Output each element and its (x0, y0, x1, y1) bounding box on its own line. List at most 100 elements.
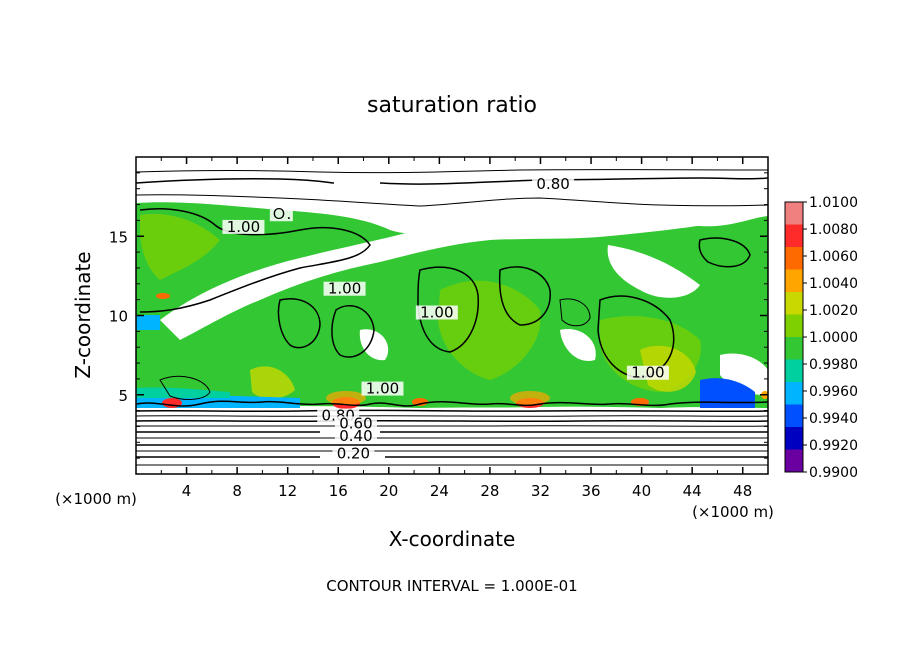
contour-line (136, 419, 768, 423)
y-tick-label: 5 (118, 387, 128, 405)
colorbar-swatch (785, 427, 803, 450)
contour-line (159, 376, 211, 400)
x-tick-label: 4 (182, 482, 192, 500)
contour-line (698, 237, 751, 268)
contour-line (139, 208, 371, 313)
dry-region (607, 245, 700, 298)
colorbar-swatch (785, 449, 803, 473)
contour-label: 0.40 (339, 427, 372, 445)
colorbar-label: 1.0000 (809, 330, 858, 346)
heatmap-field (136, 157, 768, 474)
contour-labels: 0.801.00Ｏ.1.001.001.001.000.800.600.400.… (222, 175, 669, 463)
contour-line (331, 305, 375, 358)
contour-line (136, 400, 768, 407)
contour-label: 1.00 (631, 364, 664, 382)
contour-label-bg (222, 219, 265, 234)
chart-title: saturation ratio (367, 93, 537, 118)
contour-label: Ｏ. (271, 205, 291, 223)
x-tick-label: 24 (430, 482, 449, 500)
contour-label: 0.20 (337, 445, 370, 463)
colorbar-swatch (785, 247, 803, 270)
contour-interval-note: CONTOUR INTERVAL = 1.000E-01 (326, 577, 577, 595)
contour-label-bg (361, 381, 404, 396)
high-region (250, 366, 295, 399)
x-tick-label: 32 (531, 482, 550, 500)
colorbar-label: 0.9920 (809, 438, 858, 454)
colorbar-label: 0.9960 (809, 384, 858, 400)
x-tick-label: 44 (683, 482, 702, 500)
dry-region (160, 206, 720, 340)
contour-label-bg (323, 281, 366, 296)
colorbar-label: 1.0040 (809, 276, 858, 292)
hot-spot (510, 391, 550, 405)
y-axis: 5 10 15 (109, 172, 768, 459)
contour-label-bg (334, 416, 377, 431)
hot-spot (412, 398, 428, 406)
x-tick-label: 16 (329, 482, 348, 500)
contour-label: 0.80 (536, 175, 569, 193)
x-tick-label: 20 (379, 482, 398, 500)
x-tick-label: 36 (581, 482, 600, 500)
contour-label-bg (332, 446, 375, 461)
low-region (700, 378, 755, 408)
colorbar-label: 0.9980 (809, 357, 858, 373)
x-tick-label: 8 (232, 482, 242, 500)
y-unit-label: (×1000 m) (55, 490, 137, 508)
dry-region (560, 329, 596, 361)
contour-line (136, 169, 768, 174)
colorbar-swatch (785, 359, 803, 383)
colorbar-label: 1.0080 (809, 222, 858, 238)
x-tick-label: 48 (733, 482, 752, 500)
colorbar-swatch (785, 292, 803, 315)
x-unit-label: (×1000 m) (692, 503, 774, 521)
colorbar-swatch (785, 382, 803, 405)
colorbar-swatch (785, 404, 803, 428)
contour-label: 0.60 (339, 414, 372, 432)
colorbar-label: 1.0020 (809, 303, 858, 319)
contour-line (277, 298, 321, 349)
y-axis-label: Z-coordinate (71, 251, 95, 378)
colorbar-swatch (785, 224, 803, 248)
contour-line (136, 425, 768, 427)
colorbar-swatch (785, 314, 803, 338)
y-tick-label: 10 (109, 308, 128, 326)
hot-spot (156, 293, 170, 299)
contour-line (597, 295, 675, 379)
colorbar-swatch (785, 202, 803, 225)
colorbar-label: 1.0100 (809, 195, 858, 211)
x-tick-label: 28 (480, 482, 499, 500)
x-axis-label: X-coordinate (389, 527, 516, 551)
contour-line (136, 194, 768, 207)
contour-label: 1.00 (366, 380, 399, 398)
contour-label: 1.00 (328, 280, 361, 298)
contour-label-bg (626, 365, 669, 380)
high-region (140, 213, 220, 280)
contour-line (559, 298, 591, 327)
low-region (136, 315, 160, 330)
contour-label-bg (269, 207, 293, 222)
x-tick-label: 12 (278, 482, 297, 500)
x-axis: 4 8 12 16 20 24 28 32 36 40 44 48 (160, 157, 752, 500)
contour-line (136, 415, 768, 417)
colorbar-swatch (785, 269, 803, 293)
colorbar-label: 0.9940 (809, 411, 858, 427)
colorbar-label: 0.9900 (809, 465, 858, 481)
dry-region (359, 329, 389, 361)
colorbar-label: 1.0060 (809, 249, 858, 265)
colorbar: 1.0100 1.0080 1.0060 1.0040 1.0020 1.0000 0.99… (784, 195, 858, 481)
high-region (438, 280, 541, 380)
hot-spot (326, 391, 366, 405)
colorbar-swatch (785, 337, 803, 360)
contour-line (498, 266, 551, 326)
contour-label-bg (532, 177, 575, 192)
contour-line (417, 266, 479, 353)
contour-label: 1.00 (227, 218, 260, 236)
contour-line (136, 177, 768, 185)
contour-line (136, 409, 768, 413)
contour-label-bg (334, 429, 377, 444)
y-tick-label: 15 (109, 228, 128, 246)
x-tick-label: 40 (632, 482, 651, 500)
contour-label-bg (415, 305, 458, 320)
contour-label: 1.00 (420, 304, 453, 322)
